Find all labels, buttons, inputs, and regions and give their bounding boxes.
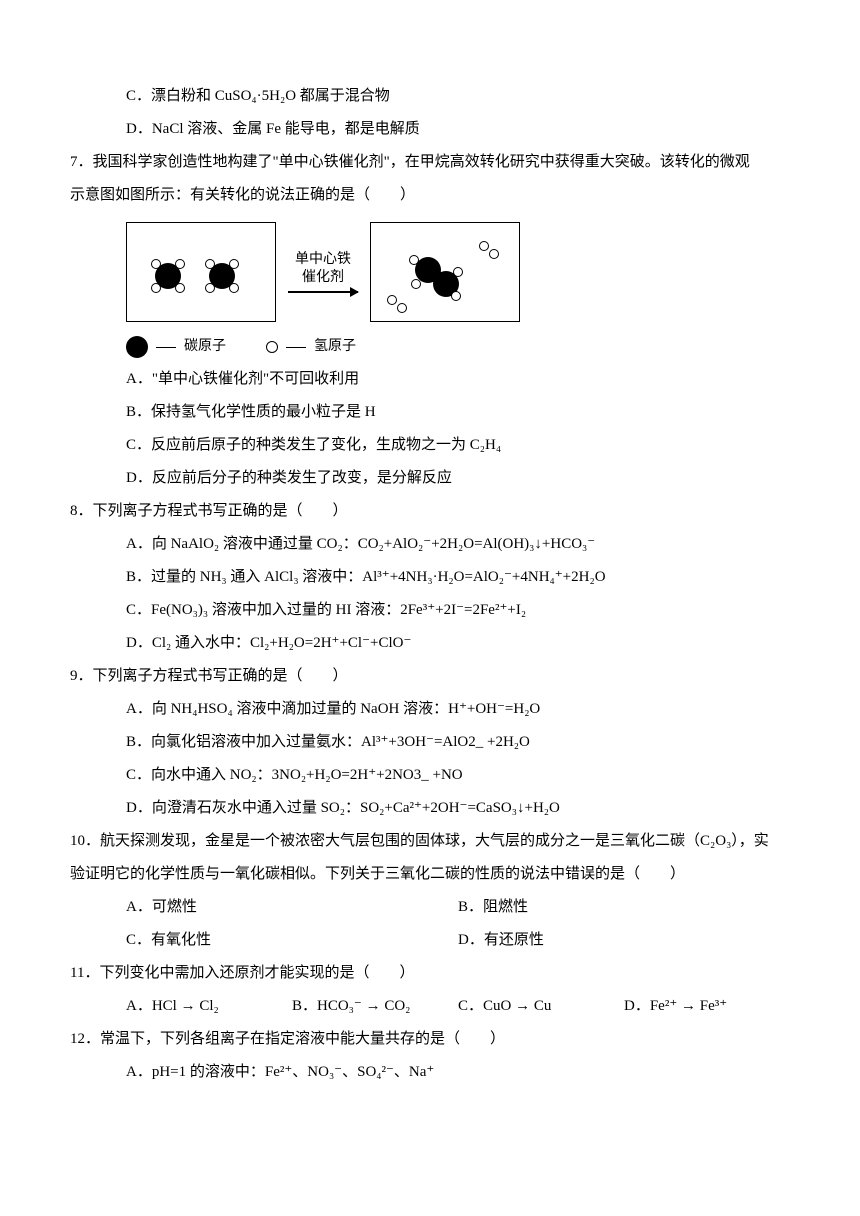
q8-option-c: C．Fe(NO₃)₃ 溶液中加入过量的 HI 溶液：2Fe³⁺+2I⁻=2Fe²… [70, 594, 790, 627]
q12-option-a: A．pH=1 的溶液中：Fe²⁺、NO₃⁻、SO₄²⁻、Na⁺ [70, 1056, 790, 1089]
arrow-icon [288, 291, 358, 293]
q10-option-b: B．阻燃性 [458, 891, 790, 924]
q8-option-a: A．向 NaAlO₂ 溶液中通过量 CO₂：CO₂+AlO₂⁻+2H₂O=Al(… [70, 528, 790, 561]
q11-stem: 11．下列变化中需加入还原剂才能实现的是（ ） [70, 957, 790, 990]
q11-option-d: D．Fe²⁺ → Fe³⁺ [624, 990, 790, 1023]
q7-option-c: C．反应前后原子的种类发生了变化，生成物之一为 C₂H₄ [70, 429, 790, 462]
q9-option-b: B．向氯化铝溶液中加入过量氨水：Al³⁺+3OH⁻=AlO2_ +2H₂O [70, 726, 790, 759]
q10-option-c: C．有氧化性 [126, 924, 458, 957]
q6-option-c: C．漂白粉和 CuSO₄·5H₂O 都属于混合物 [70, 80, 790, 113]
q11-option-c: C．CuO → Cu [458, 990, 624, 1023]
legend-carbon: 碳原子 [126, 332, 226, 363]
reactant-box [126, 222, 276, 322]
q7-option-a: A．"单中心铁催化剂"不可回收利用 [70, 363, 790, 396]
q10-option-a: A．可燃性 [126, 891, 458, 924]
hydrogen-atom-icon [266, 341, 278, 353]
q6-option-d: D．NaCl 溶液、金属 Fe 能导电，都是电解质 [70, 113, 790, 146]
arrow-label: 单中心铁 催化剂 [288, 251, 358, 293]
q10-option-d: D．有还原性 [458, 924, 790, 957]
q10-stem-line2: 验证明它的化学性质与一氧化碳相似。下列关于三氧化二碳的性质的说法中错误的是（ ） [70, 858, 790, 891]
q9-option-c: C．向水中通入 NO₂：3NO₂+H₂O=2H⁺+2NO3_ +NO [70, 759, 790, 792]
q7-option-d: D．反应前后分子的种类发生了改变，是分解反应 [70, 462, 790, 495]
arrow-label-top: 单中心铁 [288, 251, 358, 269]
arrow-label-bottom: 催化剂 [288, 269, 358, 287]
q7-diagram: 单中心铁 催化剂 [70, 222, 790, 322]
q7-legend: 碳原子 氢原子 [70, 332, 790, 363]
q11-options: A．HCl → Cl₂ B．HCO₃⁻ → CO₂ C．CuO → Cu D．F… [70, 990, 790, 1023]
q9-option-a: A．向 NH₄HSO₄ 溶液中滴加过量的 NaOH 溶液：H⁺+OH⁻=H₂O [70, 693, 790, 726]
q11-option-b: B．HCO₃⁻ → CO₂ [292, 990, 458, 1023]
q9-stem: 9．下列离子方程式书写正确的是（ ） [70, 660, 790, 693]
q8-stem: 8．下列离子方程式书写正确的是（ ） [70, 495, 790, 528]
q8-option-d: D．Cl₂ 通入水中：Cl₂+H₂O=2H⁺+Cl⁻+ClO⁻ [70, 627, 790, 660]
q7-stem-line1: 7．我国科学家创造性地构建了"单中心铁催化剂"，在甲烷高效转化研究中获得重大突破… [70, 146, 790, 179]
legend-carbon-label: 碳原子 [184, 332, 226, 363]
q11-option-a: A．HCl → Cl₂ [126, 990, 292, 1023]
q7-stem-line2: 示意图如图所示：有关转化的说法正确的是（ ） [70, 179, 790, 212]
q10-options-row2: C．有氧化性 D．有还原性 [70, 924, 790, 957]
q12-stem: 12．常温下，下列各组离子在指定溶液中能大量共存的是（ ） [70, 1023, 790, 1056]
q8-option-b: B．过量的 NH₃ 通入 AlCl₃ 溶液中：Al³⁺+4NH₃·H₂O=AlO… [70, 561, 790, 594]
q10-stem-line1: 10．航天探测发现，金星是一个被浓密大气层包围的固体球，大气层的成分之一是三氧化… [70, 825, 790, 858]
q7-option-b: B．保持氢气化学性质的最小粒子是 H [70, 396, 790, 429]
q10-options-row1: A．可燃性 B．阻燃性 [70, 891, 790, 924]
carbon-atom-icon [126, 336, 148, 358]
legend-hydrogen: 氢原子 [266, 332, 356, 363]
q9-option-d: D．向澄清石灰水中通入过量 SO₂：SO₂+Ca²⁺+2OH⁻=CaSO₃↓+H… [70, 792, 790, 825]
product-box [370, 222, 520, 322]
legend-hydrogen-label: 氢原子 [314, 332, 356, 363]
